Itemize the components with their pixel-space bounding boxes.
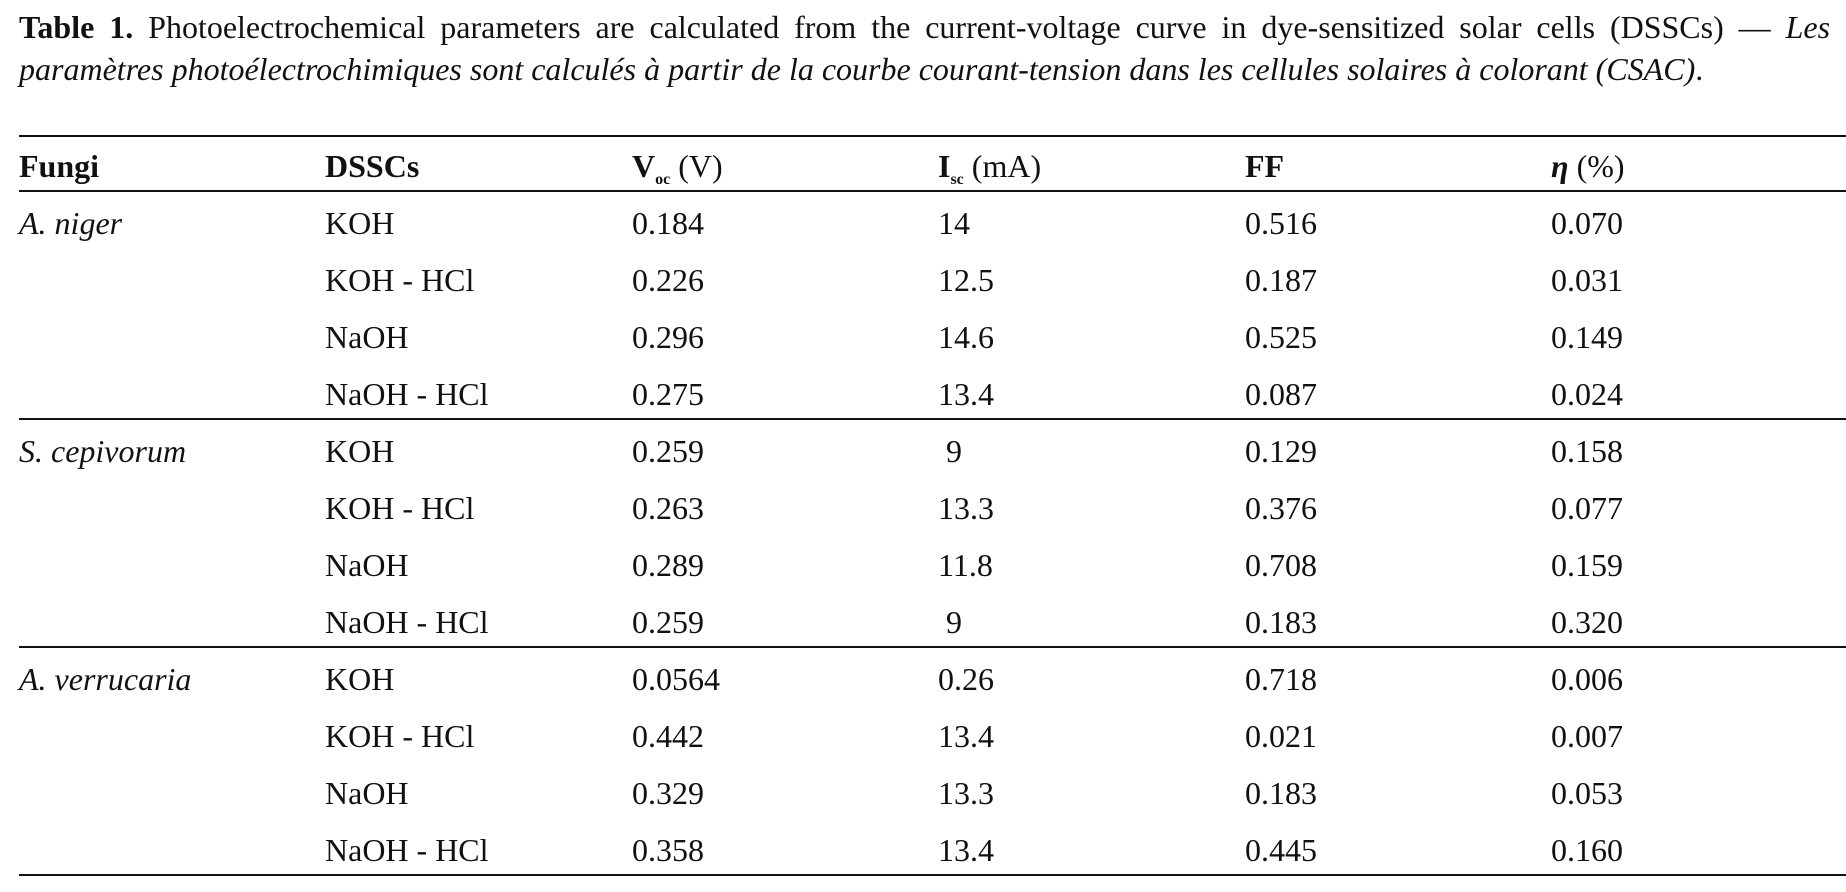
cell-voc: 0.289 (632, 547, 704, 583)
cell-dsscs: NaOH - HCl (325, 376, 489, 412)
cell-isc: 14 (938, 205, 970, 241)
cell-eta: 0.053 (1551, 775, 1623, 811)
cell-eta: 0.159 (1551, 547, 1623, 583)
cell-eta: 0.158 (1551, 433, 1623, 469)
top-rule (19, 135, 1846, 137)
caption-end: . (1695, 51, 1704, 87)
cell-ff: 0.087 (1245, 376, 1317, 412)
cell-isc: 13.4 (938, 376, 994, 412)
cell-dsscs: KOH (325, 205, 395, 241)
cell-ff: 0.021 (1245, 718, 1317, 754)
cell-voc: 0.259 (632, 604, 704, 640)
cell-isc: 13.3 (938, 490, 994, 526)
bottom-rule (19, 874, 1846, 876)
cell-eta: 0.077 (1551, 490, 1623, 526)
cell-dsscs: KOH (325, 661, 395, 697)
cell-isc: 13.4 (938, 718, 994, 754)
cell-eta: 0.149 (1551, 319, 1623, 355)
group-rule (19, 418, 1846, 420)
cell-voc: 0.275 (632, 376, 704, 412)
cell-eta: 0.320 (1551, 604, 1623, 640)
table-caption: Table 1. Photoelectrochemical parameters… (19, 6, 1830, 90)
header-eta: η (%) (1551, 146, 1625, 186)
cell-isc: 13.4 (938, 832, 994, 868)
caption-label: Table 1. (19, 9, 134, 45)
cell-ff: 0.445 (1245, 832, 1317, 868)
header-rule (19, 190, 1846, 192)
cell-eta: 0.007 (1551, 718, 1623, 754)
header-fungi: Fungi (19, 148, 100, 184)
cell-isc: 9 (946, 604, 962, 640)
cell-isc: 13.3 (938, 775, 994, 811)
caption-french: Les paramètres photoélectrochimiques son… (19, 9, 1831, 87)
cell-ff: 0.183 (1245, 775, 1317, 811)
cell-voc: 0.442 (632, 718, 704, 754)
cell-voc: 0.296 (632, 319, 704, 355)
header-voc: Voc (V) (632, 146, 723, 188)
cell-voc: 0.358 (632, 832, 704, 868)
cell-ff: 0.516 (1245, 205, 1317, 241)
cell-voc: 0.329 (632, 775, 704, 811)
cell-ff: 0.708 (1245, 547, 1317, 583)
fungus-name: S. cepivorum (19, 433, 187, 469)
caption-english: Photoelectrochemical parameters are calc… (148, 9, 1786, 45)
cell-ff: 0.525 (1245, 319, 1317, 355)
cell-voc: 0.263 (632, 490, 704, 526)
cell-voc: 0.184 (632, 205, 704, 241)
cell-ff: 0.376 (1245, 490, 1317, 526)
cell-eta: 0.031 (1551, 262, 1623, 298)
header-eta-symbol: η (1551, 148, 1569, 184)
group-rule (19, 646, 1846, 648)
header-voc-unit: (V) (678, 148, 723, 184)
header-eta-unit: (%) (1576, 148, 1625, 184)
cell-dsscs: NaOH (325, 547, 409, 583)
cell-voc: 0.259 (632, 433, 704, 469)
header-voc-subscript: oc (655, 171, 671, 188)
cell-isc: 11.8 (938, 547, 993, 583)
cell-dsscs: NaOH (325, 775, 409, 811)
cell-ff: 0.183 (1245, 604, 1317, 640)
cell-isc: 12.5 (938, 262, 994, 298)
cell-dsscs: NaOH (325, 319, 409, 355)
cell-dsscs: NaOH - HCl (325, 832, 489, 868)
cell-voc: 0.226 (632, 262, 704, 298)
cell-dsscs: NaOH - HCl (325, 604, 489, 640)
header-voc-symbol: V (632, 148, 656, 184)
cell-eta: 0.070 (1551, 205, 1623, 241)
cell-ff: 0.129 (1245, 433, 1317, 469)
cell-eta: 0.024 (1551, 376, 1623, 412)
cell-eta: 0.160 (1551, 832, 1623, 868)
fungus-name: A. niger (19, 205, 123, 241)
fungus-name: A. verrucaria (19, 661, 192, 697)
cell-voc: 0.0564 (632, 661, 720, 697)
header-isc-subscript: sc (950, 171, 964, 188)
cell-eta: 0.006 (1551, 661, 1623, 697)
header-ff: FF (1245, 148, 1285, 184)
cell-isc: 0.26 (938, 661, 994, 697)
cell-isc: 9 (946, 433, 962, 469)
header-dsscs: DSSCs (325, 148, 420, 184)
cell-ff: 0.718 (1245, 661, 1317, 697)
cell-ff: 0.187 (1245, 262, 1317, 298)
cell-dsscs: KOH - HCl (325, 490, 475, 526)
cell-dsscs: KOH - HCl (325, 718, 475, 754)
cell-dsscs: KOH (325, 433, 395, 469)
header-isc-symbol: I (938, 148, 951, 184)
header-isc-unit: (mA) (971, 148, 1042, 184)
cell-isc: 14.6 (938, 319, 994, 355)
cell-dsscs: KOH - HCl (325, 262, 475, 298)
header-isc: Isc (mA) (938, 146, 1042, 188)
